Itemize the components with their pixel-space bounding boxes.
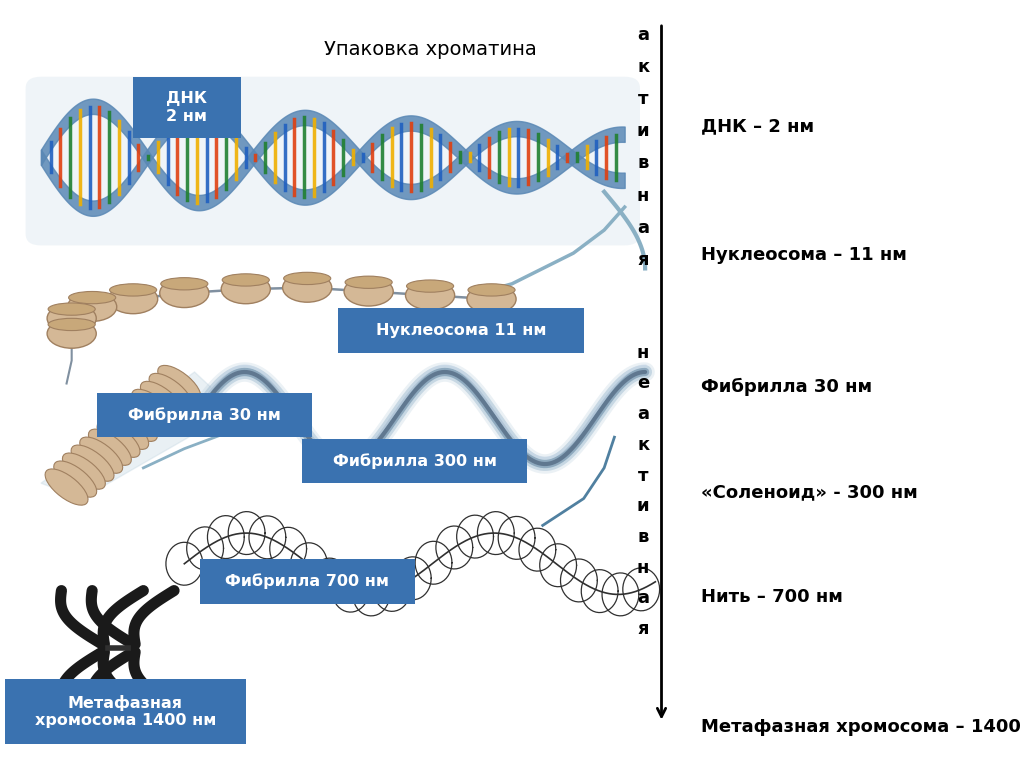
Ellipse shape [62,453,105,489]
Text: а: а [637,25,649,44]
Ellipse shape [221,275,270,304]
Text: н: н [637,558,649,577]
Text: Фибрилла 30 нм: Фибрилла 30 нм [701,378,872,397]
Ellipse shape [109,285,158,314]
Ellipse shape [48,318,95,331]
Text: н: н [637,344,649,362]
Ellipse shape [47,304,96,333]
Text: Упаковка хроматина: Упаковка хроматина [324,41,537,59]
Text: Фибрилла 30 нм: Фибрилла 30 нм [128,407,282,423]
Ellipse shape [283,273,332,302]
Text: Нить – 700 нм: Нить – 700 нм [701,588,844,606]
Text: Нуклеосома 11 нм: Нуклеосома 11 нм [376,323,546,338]
Ellipse shape [115,405,158,442]
Ellipse shape [284,272,331,285]
Text: а: а [637,219,649,237]
Ellipse shape [123,397,166,433]
Text: и: и [637,497,649,515]
Text: и: и [637,122,649,140]
Ellipse shape [132,390,175,426]
Ellipse shape [344,277,393,306]
Ellipse shape [45,469,88,505]
FancyBboxPatch shape [200,559,415,604]
FancyBboxPatch shape [97,393,312,437]
Text: Фибрилла 700 нм: Фибрилла 700 нм [225,574,389,589]
Text: ДНК
2 нм: ДНК 2 нм [166,91,208,123]
Ellipse shape [97,421,140,457]
FancyBboxPatch shape [5,679,246,744]
FancyBboxPatch shape [302,439,527,483]
Text: в: в [637,528,649,546]
Text: Метафазная хромосома – 1400 нм: Метафазная хромосома – 1400 нм [701,718,1024,736]
FancyBboxPatch shape [133,77,241,138]
Ellipse shape [110,284,157,296]
Text: я: я [637,251,649,269]
Ellipse shape [68,292,117,321]
Text: я: я [637,620,649,638]
FancyBboxPatch shape [26,77,640,245]
Ellipse shape [222,274,269,286]
Text: а: а [637,405,649,423]
Text: т: т [638,90,648,108]
Text: в: в [637,154,649,173]
Text: к: к [637,58,649,76]
Text: а: а [637,589,649,607]
Text: Нуклеосома – 11 нм: Нуклеосома – 11 нм [701,245,907,264]
Text: Фибрилла 300 нм: Фибрилла 300 нм [333,453,497,469]
Text: «Соленоид» - 300 нм: «Соленоид» - 300 нм [701,483,919,502]
Ellipse shape [467,285,516,314]
Ellipse shape [105,413,148,449]
Ellipse shape [54,461,96,497]
Ellipse shape [406,281,455,310]
Ellipse shape [48,303,95,315]
Text: Метафазная
хромосома 1400 нм: Метафазная хромосома 1400 нм [35,695,216,728]
Ellipse shape [150,374,191,410]
Ellipse shape [407,280,454,292]
Ellipse shape [468,284,515,296]
Polygon shape [41,372,236,499]
Text: к: к [637,436,649,454]
Ellipse shape [71,445,114,481]
FancyBboxPatch shape [338,308,584,353]
Ellipse shape [80,437,123,473]
Ellipse shape [345,276,392,288]
Ellipse shape [69,291,116,304]
Text: т: т [638,466,648,485]
Ellipse shape [161,278,208,290]
Text: н: н [637,186,649,205]
Ellipse shape [158,365,201,402]
Ellipse shape [47,319,96,348]
Ellipse shape [140,381,183,417]
Ellipse shape [160,278,209,308]
Text: е: е [637,374,649,393]
Text: ДНК – 2 нм: ДНК – 2 нм [701,117,814,136]
Ellipse shape [88,429,131,466]
